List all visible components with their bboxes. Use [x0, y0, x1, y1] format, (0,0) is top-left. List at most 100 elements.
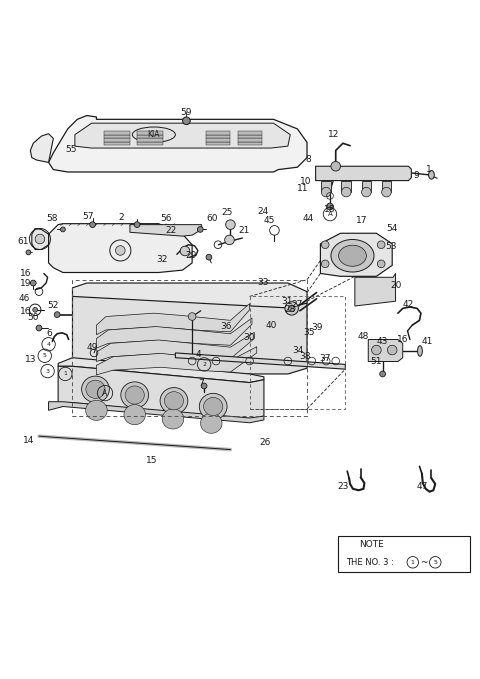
Circle shape [134, 222, 140, 227]
Text: 13: 13 [24, 355, 36, 364]
Polygon shape [75, 123, 290, 148]
Circle shape [188, 313, 196, 320]
Text: 33: 33 [257, 278, 269, 287]
Text: 39: 39 [311, 323, 323, 332]
Bar [238, 134, 262, 139]
Polygon shape [96, 304, 250, 335]
Text: 45: 45 [264, 217, 276, 225]
Text: 57: 57 [82, 212, 94, 221]
Bar [238, 141, 262, 145]
Polygon shape [368, 340, 403, 361]
Polygon shape [382, 181, 391, 192]
Circle shape [377, 260, 385, 268]
Ellipse shape [160, 388, 188, 414]
Text: 58: 58 [47, 215, 58, 223]
Circle shape [225, 235, 234, 244]
Text: 52: 52 [48, 301, 59, 310]
Ellipse shape [82, 376, 109, 403]
Ellipse shape [162, 409, 184, 429]
Text: 35: 35 [304, 329, 315, 337]
Polygon shape [58, 358, 264, 382]
Text: 53: 53 [385, 242, 396, 251]
Text: 50: 50 [27, 314, 39, 323]
Text: 4: 4 [47, 342, 50, 347]
Text: 61: 61 [17, 238, 28, 246]
Text: 17: 17 [356, 217, 368, 225]
Text: 21: 21 [238, 226, 250, 235]
Bar [137, 141, 163, 145]
Polygon shape [355, 274, 396, 306]
Text: 46: 46 [19, 294, 30, 304]
Polygon shape [175, 353, 345, 369]
Text: 23: 23 [337, 482, 348, 492]
Text: 60: 60 [206, 215, 218, 223]
Text: 32: 32 [157, 255, 168, 263]
Text: 20: 20 [390, 281, 401, 291]
Ellipse shape [418, 346, 422, 356]
Polygon shape [58, 366, 264, 420]
Text: NOTE: NOTE [359, 540, 384, 549]
Ellipse shape [86, 380, 105, 399]
Text: 36: 36 [220, 322, 231, 331]
Circle shape [285, 301, 299, 315]
Text: THE NO. 3 :: THE NO. 3 : [346, 557, 394, 567]
Polygon shape [30, 134, 53, 162]
Bar [104, 138, 130, 142]
Circle shape [116, 246, 125, 255]
Bar [206, 134, 230, 139]
Circle shape [33, 308, 37, 312]
Circle shape [382, 187, 391, 197]
Text: 48: 48 [358, 332, 369, 341]
Bar [206, 138, 230, 142]
Polygon shape [96, 332, 254, 361]
Text: 59: 59 [180, 108, 192, 117]
Circle shape [197, 227, 203, 232]
Text: 2: 2 [119, 213, 124, 223]
Circle shape [182, 117, 190, 125]
Circle shape [201, 383, 207, 389]
Circle shape [341, 187, 351, 197]
Ellipse shape [201, 414, 222, 433]
Circle shape [30, 280, 36, 286]
Text: 1: 1 [426, 164, 432, 174]
Bar [250, 297, 345, 409]
Text: 1: 1 [411, 559, 415, 565]
Text: ~: ~ [420, 557, 427, 567]
Text: 16: 16 [20, 269, 31, 278]
Text: 51: 51 [371, 356, 382, 365]
Text: 27: 27 [292, 299, 303, 308]
Text: 2: 2 [202, 362, 206, 367]
Bar [104, 141, 130, 145]
Circle shape [54, 312, 60, 318]
Text: 49: 49 [87, 343, 98, 352]
Text: 11: 11 [298, 184, 309, 193]
Polygon shape [316, 166, 411, 181]
Bar [104, 134, 130, 139]
Circle shape [226, 220, 235, 230]
Text: 3: 3 [46, 369, 49, 373]
Ellipse shape [124, 405, 145, 424]
Text: A: A [328, 211, 332, 217]
Ellipse shape [429, 170, 434, 179]
Text: 1: 1 [63, 371, 67, 376]
Bar [104, 131, 130, 135]
Polygon shape [48, 402, 264, 423]
Ellipse shape [164, 392, 183, 410]
Text: 28: 28 [285, 306, 296, 314]
Text: 8: 8 [305, 155, 311, 164]
Text: 19: 19 [20, 278, 31, 287]
Ellipse shape [331, 240, 374, 272]
Circle shape [26, 250, 31, 255]
Bar [206, 141, 230, 145]
Polygon shape [48, 115, 307, 172]
Ellipse shape [204, 397, 223, 416]
Text: 10: 10 [300, 177, 312, 186]
Text: 9: 9 [413, 171, 419, 181]
Circle shape [372, 345, 381, 355]
Text: 26: 26 [259, 438, 271, 447]
Ellipse shape [338, 245, 366, 266]
Circle shape [380, 371, 385, 377]
Text: 5: 5 [43, 353, 47, 359]
Circle shape [361, 187, 371, 197]
Circle shape [90, 222, 96, 227]
